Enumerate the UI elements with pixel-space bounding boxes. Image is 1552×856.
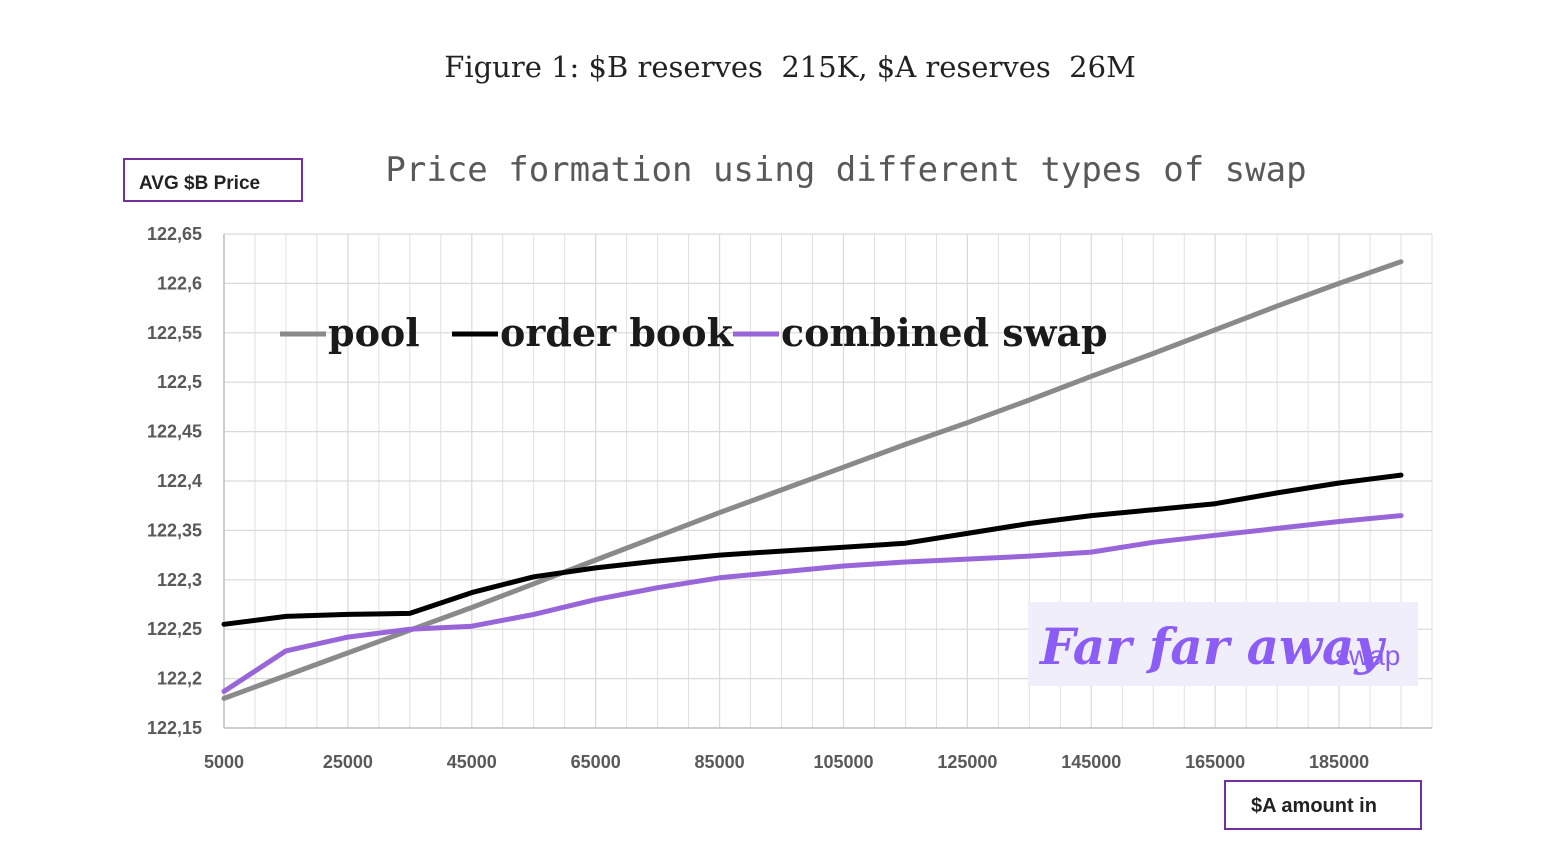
y-tick-label: 122,55 [147,323,202,343]
x-tick-label: 125000 [937,752,997,772]
x-tick-label: 85000 [695,752,745,772]
y-tick-label: 122,4 [157,471,202,491]
x-axis-label: $A amount in [1251,795,1377,817]
x-tick-label: 25000 [323,752,373,772]
x-tick-label: 65000 [571,752,621,772]
y-axis-label: AVG $B Price [139,173,260,194]
series-line-order-book [221,472,1404,627]
y-tick-label: 122,3 [157,570,202,590]
figure-caption: Figure 1: $B reserves 215K, $A reserves … [444,50,1136,84]
x-axis-label-box: $A amount in [1224,780,1422,830]
y-tick-label: 122,45 [147,422,202,442]
y-tick-label: 122,15 [147,718,202,738]
legend-label: order book [500,310,734,355]
chart-title: Price formation using different types of… [385,150,1306,190]
axis-ticks: 122,15 122,2 122,25 122,3 122,35 122,4 122,45 1… [147,224,1369,772]
series-lines [221,259,1404,701]
watermark-swap-text: swap [1335,640,1400,671]
x-tick-label: 165000 [1185,752,1245,772]
series-line-combined-swap [221,513,1404,694]
watermark: Far far away swap [1028,602,1418,686]
watermark-logo-text: Far far away [1038,617,1386,676]
y-tick-label: 122,25 [147,619,202,639]
legend-label: pool [328,310,420,355]
x-tick-label: 45000 [447,752,497,772]
y-axis-label-box: AVG $B Price [123,158,303,202]
y-tick-label: 122,6 [157,273,202,293]
y-tick-label: 122,5 [157,372,202,392]
legend-label: combined swap [781,310,1108,355]
x-tick-label: 105000 [813,752,873,772]
x-tick-label: 145000 [1061,752,1121,772]
x-tick-label: 5000 [204,752,244,772]
y-tick-label: 122,2 [157,669,202,689]
y-tick-label: 122,35 [147,520,202,540]
x-tick-label: 185000 [1309,752,1369,772]
legend: pool order book combined swap [280,310,1108,355]
y-tick-label: 122,65 [147,224,202,244]
